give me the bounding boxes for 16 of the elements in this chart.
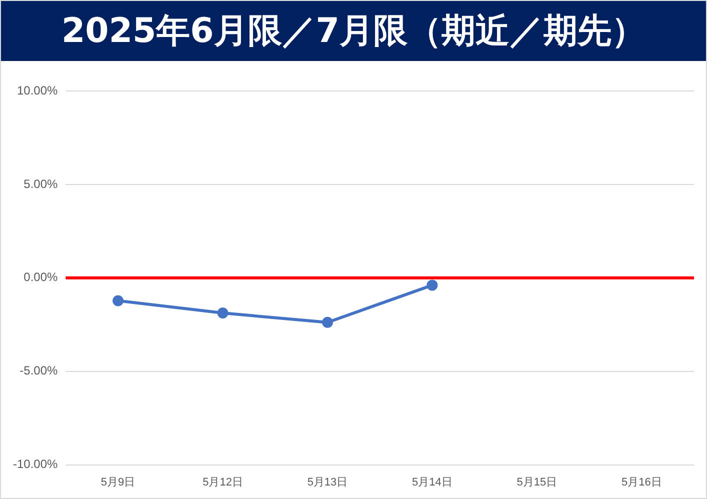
x-tick-label: 5月16日 (621, 476, 662, 488)
point (426, 280, 438, 291)
y-tick-label: -10.00% (12, 457, 58, 472)
y-tick-label: 10.00% (16, 83, 58, 98)
point (322, 316, 333, 328)
point (217, 308, 228, 319)
y-tick-label: 5.00% (24, 176, 58, 191)
x-tick-label: 5月13日 (307, 476, 348, 488)
x-tick-label: 5月15日 (516, 476, 558, 488)
x-tick-label: 5月14日 (412, 476, 452, 488)
y-tick-label: 0.00% (24, 270, 58, 284)
point (112, 295, 124, 306)
x-tick-label: 5月12日 (202, 476, 243, 488)
x-tick-label: 5月9日 (100, 476, 136, 488)
chart-title: 2025年6月限／7月限（期近／期先） (1, 1, 706, 61)
y-tick-label: -5.00% (20, 364, 58, 378)
